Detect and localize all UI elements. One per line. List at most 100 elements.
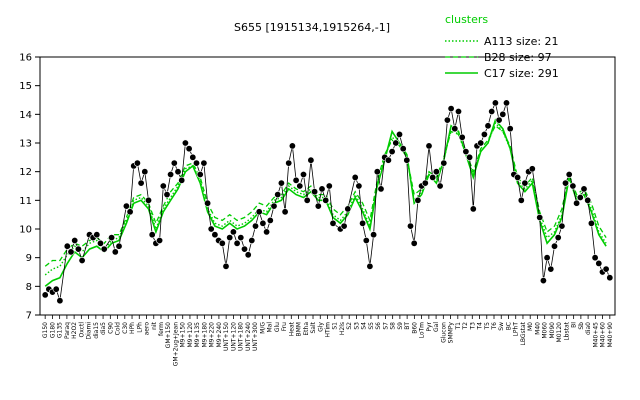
data-point — [137, 179, 145, 187]
data-point — [366, 262, 374, 270]
x-tick-label: Salt — [310, 321, 317, 333]
x-tick-label: UNT+300 — [252, 322, 259, 351]
data-point — [222, 262, 230, 270]
data-point — [229, 228, 237, 236]
x-tick-label: Fru — [281, 322, 288, 331]
data-point — [193, 159, 201, 167]
data-point — [491, 99, 499, 107]
data-point — [299, 171, 307, 179]
data-point — [303, 196, 311, 204]
x-tick-label: C30 — [122, 322, 129, 334]
x-tick-label: S8 — [390, 322, 397, 330]
data-point — [528, 165, 536, 173]
x-tick-label: Lbstat — [563, 321, 570, 340]
x-tick-label: M9+120 — [187, 322, 194, 348]
data-point — [218, 239, 226, 247]
data-point — [244, 251, 252, 259]
x-tick-label: T3 — [469, 322, 476, 331]
x-tick-label: Heat — [288, 321, 295, 336]
data-point — [318, 185, 326, 193]
data-point — [569, 182, 577, 190]
data-point — [329, 219, 337, 227]
x-tick-label: GM+150 — [165, 322, 172, 348]
x-tick-label: LoTm — [419, 322, 426, 339]
data-point — [521, 179, 529, 187]
points-layer — [41, 99, 614, 305]
data-point — [296, 182, 304, 190]
x-tick-label: S4 — [361, 322, 368, 330]
data-point — [288, 142, 296, 150]
x-tick-label: M0120 — [556, 322, 563, 343]
data-point — [488, 108, 496, 116]
x-tick-label: Pyr — [426, 321, 433, 331]
data-point — [454, 108, 462, 116]
x-tick-label: M40+90 — [607, 322, 614, 348]
data-point — [480, 130, 488, 138]
y-tick-label: 15 — [19, 81, 32, 92]
x-axis: G150 G180 G135 Paraq H2O2 Oxctl Diami dia15 dia5… — [42, 315, 614, 366]
x-tick-label: T4 — [477, 322, 484, 331]
data-point — [100, 245, 108, 253]
x-tick-label: M060 — [542, 322, 549, 339]
data-point — [111, 248, 119, 256]
legend: clusters A113 size: 21 B28 size: 97 C17 si… — [445, 13, 559, 80]
x-tick-label: Oxctl — [78, 322, 85, 338]
data-point — [432, 168, 440, 176]
data-point — [362, 237, 370, 245]
data-point — [181, 139, 189, 147]
x-tick-label: T2 — [462, 322, 469, 331]
x-tick-label: S1 — [332, 322, 339, 330]
data-point — [539, 277, 547, 285]
data-point — [41, 291, 49, 299]
x-tick-label: Etha — [303, 322, 310, 336]
data-point — [462, 148, 470, 156]
legend-label: A113 size: 21 — [484, 35, 559, 48]
data-point — [311, 188, 319, 196]
x-tick-label: S6 — [375, 322, 382, 330]
y-tick-label: 10 — [19, 225, 32, 236]
data-point — [207, 225, 215, 233]
x-tick-label: Sw — [498, 322, 505, 331]
data-point — [514, 173, 522, 181]
data-point — [133, 159, 141, 167]
data-point — [359, 219, 367, 227]
x-tick-label: S2 — [346, 322, 353, 330]
data-point — [259, 219, 267, 227]
data-point — [451, 125, 459, 133]
x-tick-label: HPh — [129, 322, 136, 334]
data-point — [536, 214, 544, 222]
legend-entries: A113 size: 21 B28 size: 97 C17 size: 291 — [445, 35, 559, 80]
data-point — [78, 256, 86, 264]
legend-label: B28 size: 97 — [484, 51, 552, 64]
data-point — [204, 199, 212, 207]
data-point — [406, 222, 414, 230]
x-tick-label: M40+60 — [600, 322, 607, 348]
x-tick-label: BI — [571, 322, 578, 328]
data-point — [554, 234, 562, 242]
data-point — [67, 248, 75, 256]
data-point — [56, 297, 64, 305]
data-point — [292, 176, 300, 184]
data-point — [466, 153, 474, 161]
x-tick-label: S7 — [382, 322, 389, 330]
data-point — [602, 265, 610, 273]
x-tick-label: Diami — [86, 322, 93, 340]
data-point — [211, 231, 219, 239]
x-tick-label: M9+180 — [201, 322, 208, 348]
x-tick-label: M9+220 — [209, 322, 216, 348]
data-point — [584, 196, 592, 204]
data-point — [237, 234, 245, 242]
x-tick-label: HTim — [325, 322, 332, 338]
x-tick-label: UNT+240 — [245, 322, 252, 351]
x-tick-label: M/G — [259, 322, 266, 334]
data-point — [388, 148, 396, 156]
x-tick-label: aero — [144, 322, 151, 336]
data-point — [307, 156, 315, 164]
x-tick-label: T1 — [455, 322, 462, 331]
data-point — [63, 242, 71, 250]
data-point — [274, 191, 282, 199]
x-tick-label: Sb — [578, 322, 585, 330]
data-point — [392, 139, 400, 147]
data-point — [281, 208, 289, 216]
